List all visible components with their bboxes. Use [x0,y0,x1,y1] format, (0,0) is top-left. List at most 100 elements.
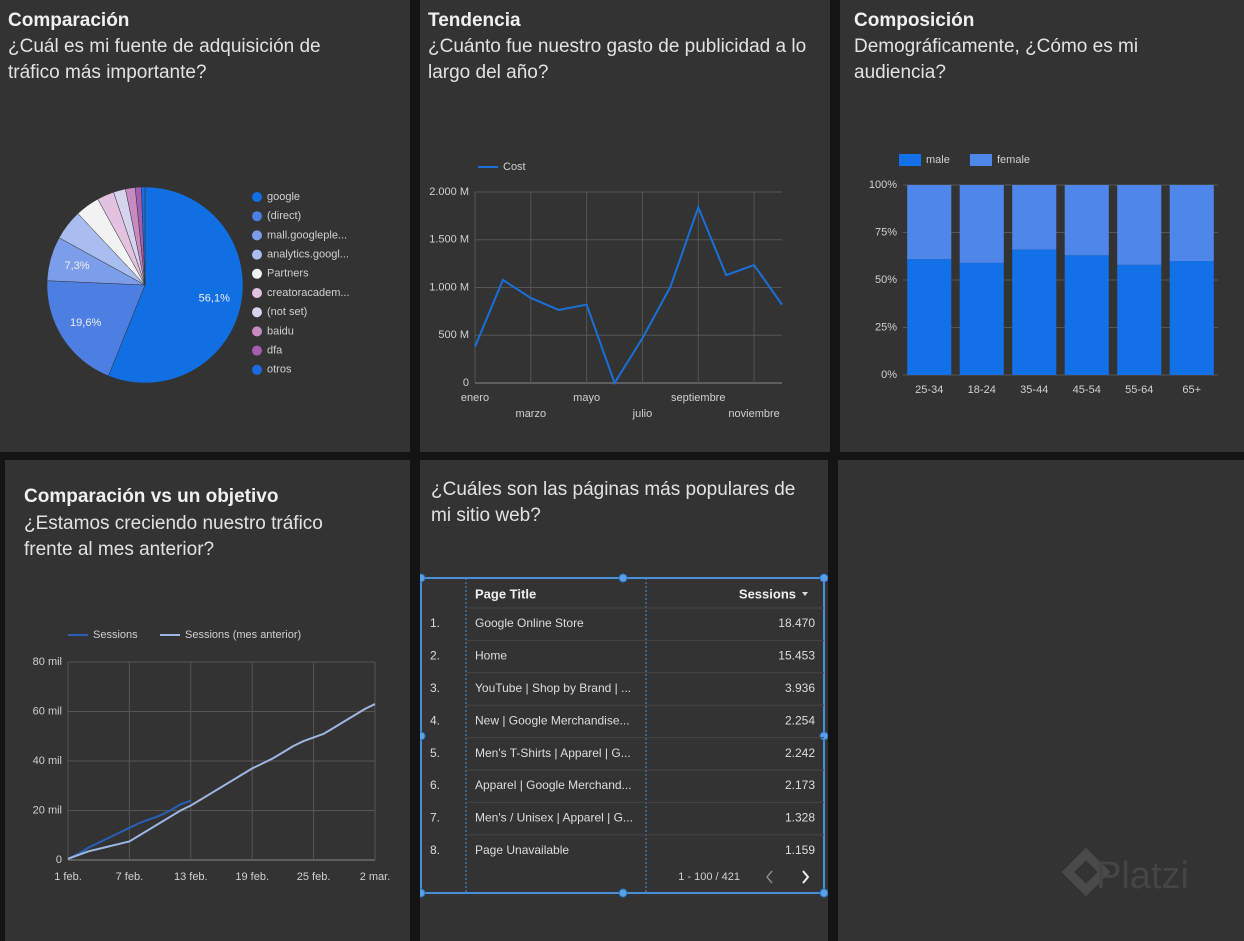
legend-label: baidu [267,325,294,337]
x-tick-label: enero [461,392,489,404]
data-label: 7,3% [65,260,90,272]
cell-number: 2.254 [785,713,815,727]
x-tick-label: 25 feb. [297,871,331,883]
y-tick-label: 100% [869,179,897,191]
legend-label: dfa [267,345,283,357]
cell-number: 2.173 [785,778,815,792]
legend-label: female [997,154,1030,166]
next-page[interactable] [802,870,810,884]
legend-label: otros [267,364,292,376]
legend-marker [252,211,262,222]
x-tick-label: 19 feb. [235,871,269,883]
y-tick-label: 50% [875,274,897,286]
cell: Google Online Store [475,616,584,630]
legend-label: Sessions [93,629,138,641]
x-tick-label: 1 feb. [54,871,82,883]
logo [1061,847,1111,897]
x-tick-label: 13 feb. [174,871,208,883]
cell: YouTube | Shop by Brand | ... [475,681,631,695]
sort-icon[interactable] [802,592,808,596]
legend-label: (direct) [267,210,301,222]
bar [1012,185,1057,250]
legend-marker [252,230,262,241]
bar [1169,261,1214,375]
panel: 0% 25% 50% 75% 100% 25-34 18-24 35-44 45-54 55-64… [840,0,1244,452]
y-tick-label: 500 M [438,329,469,341]
data-label: 19,6% [70,317,101,329]
y-tick-label: 0 [56,854,62,866]
series-line [67,703,376,860]
y-tick-label: 25% [875,321,897,333]
pie-slice [46,280,146,377]
legend-marker [252,326,262,337]
bar [959,262,1004,375]
chart-title: Composición [854,10,975,31]
bar [907,185,952,260]
y-tick-label: 1.500 M [429,234,469,246]
bar [1117,264,1162,375]
cell: Page Unavailable [475,843,569,857]
x-tick-label: 35-44 [1020,384,1048,396]
legend-label: analytics.googl... [267,249,349,261]
chart: 56,1% google 19,6% (direct) 7,3% mall.googlep… [46,186,350,384]
cell-number: 18.470 [778,616,815,630]
panel: 56,1% google 19,6% (direct) 7,3% mall.googlep… [0,0,410,452]
chart: 0 20 mil 40 mil 60 mil 80 mil 1 feb. 7 feb. 13 … [33,629,391,883]
cell: 7. [430,811,440,825]
y-tick-label: 0% [881,369,897,381]
chart: 0 500 M 1.000 M 1.500 M 2.000 M enero marzo may… [429,161,783,420]
x-tick-label: julio [632,408,653,420]
bar [907,259,952,375]
chart: 0% 25% 50% 75% 100% 25-34 18-24 35-44 45-54 55-64… [869,154,1218,396]
x-tick-label: mayo [573,392,600,404]
cell-number: 15.453 [778,649,815,663]
x-tick-label: 7 feb. [116,871,144,883]
legend-label: (not set) [267,306,307,318]
prev-page[interactable] [766,870,773,884]
panel: 0 500 M 1.000 M 1.500 M 2.000 M enero marzo may… [420,0,830,452]
y-tick-label: 20 mil [33,804,62,816]
data-label: 56,1% [199,292,230,304]
cell-number: 3.936 [785,681,815,695]
legend-marker [252,288,262,298]
bar [959,185,1004,263]
cell: Apparel | Google Merchand... [475,778,632,792]
chart-subtitle: ¿Estamos creciendo nuestro tráfico frent… [24,513,323,560]
chart-subtitle: ¿Cuál es mi fuente de adquisición de trá… [8,36,321,83]
legend-label: google [267,191,300,203]
y-tick-label: 0 [463,377,469,389]
series-line [67,799,192,860]
y-tick-label: 60 mil [33,705,62,717]
cell: 8. [430,843,440,857]
legend-marker [970,154,992,166]
legend-marker [252,192,262,202]
cell: Home [475,649,507,663]
series-line [474,204,783,386]
x-tick-label: 65+ [1182,384,1201,396]
cell: Men's / Unisex | Apparel | G... [475,811,633,825]
legend-marker [252,268,262,279]
x-tick-label: septiembre [671,392,725,404]
cell-number: 2.242 [785,746,815,760]
column-header[interactable]: Page Title [475,586,536,601]
cell: Men's T-Shirts | Apparel | G... [475,746,631,760]
column-header[interactable]: Sessions [739,586,796,601]
bar [1064,255,1109,375]
x-tick-label: 2 mar. [360,871,391,883]
bar [1064,185,1109,256]
pie-slice [108,186,244,384]
panel: ¿Cuáles son las páginas más populares de… [420,460,828,941]
x-tick-label: noviembre [728,408,779,420]
legend-marker [252,249,262,260]
handles[interactable] [420,573,828,898]
y-tick-label: 75% [875,226,897,238]
table[interactable]: Page Title Sessions 1 - 100 / 421 1. Goog… [420,460,828,941]
bar [1012,249,1057,375]
pagination: 1 - 100 / 421 [678,871,740,883]
x-tick-label: 25-34 [915,384,943,396]
chart-title: Comparación [8,10,130,31]
pie-slice [141,186,146,286]
cell-number: 1.328 [785,811,815,825]
cell: 2. [430,649,440,663]
